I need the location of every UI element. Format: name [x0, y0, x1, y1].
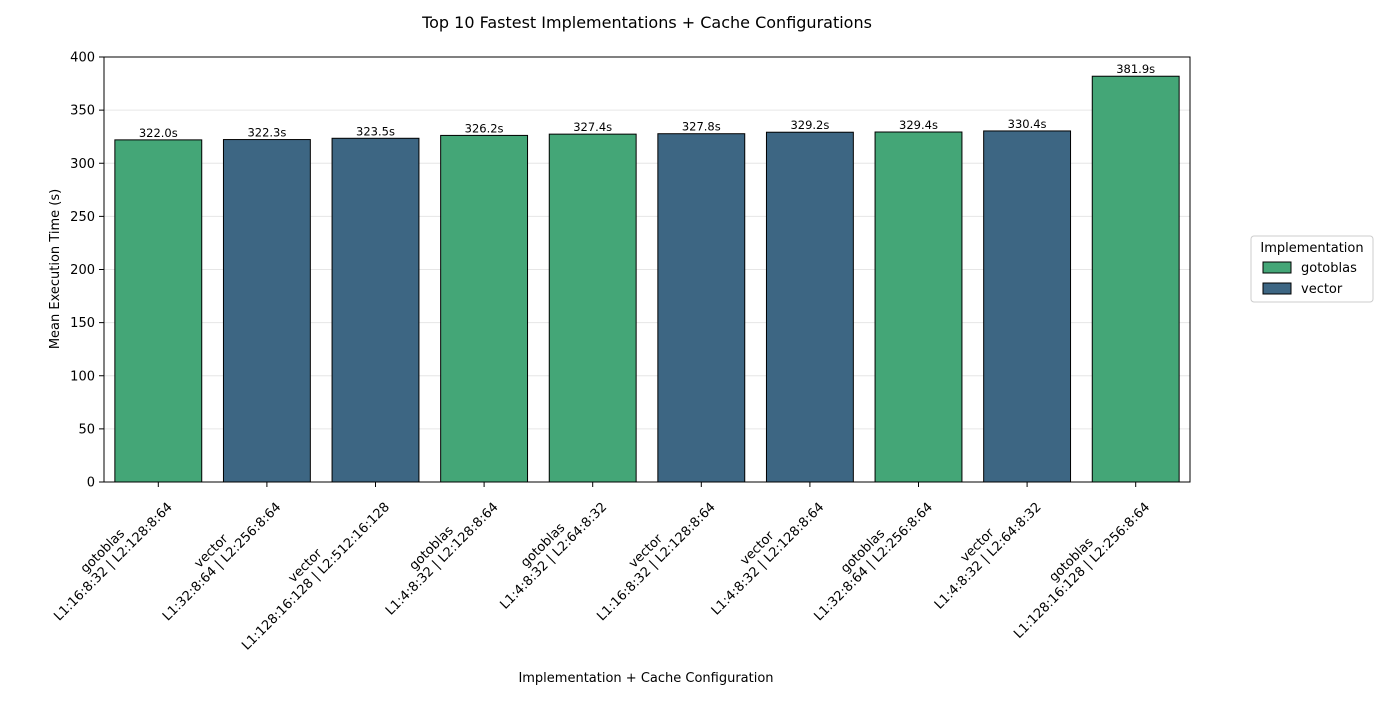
bar-value-label: 322.3s: [247, 126, 286, 140]
legend: Implementation gotoblas vector: [1250, 235, 1374, 303]
bar-value-label: 327.4s: [573, 120, 612, 134]
y-tick-label: 200: [70, 263, 95, 278]
bar: [331, 137, 420, 483]
bar: [222, 139, 311, 483]
y-axis-label: Mean Execution Time (s): [48, 189, 63, 349]
bar-value-label: 322.0s: [139, 126, 178, 140]
y-tick-label: 0: [87, 476, 95, 491]
legend-items: gotoblas vector: [1262, 261, 1357, 297]
legend-swatch: [1262, 261, 1292, 274]
bar-value-label: 323.5s: [356, 124, 395, 138]
chart-title: Top 10 Fastest Implementations + Cache C…: [421, 13, 872, 32]
x-axis-label: Implementation + Cache Configuration: [518, 671, 773, 686]
bar: [983, 130, 1072, 483]
bar: [548, 133, 637, 483]
bar: [874, 131, 963, 483]
y-tick-label: 50: [78, 422, 95, 437]
y-tick-label: 150: [70, 316, 95, 331]
bar-value-label: 329.4s: [899, 118, 938, 132]
bar: [765, 131, 854, 483]
y-axis: 0 50 100 150 200 250 300 350 400: [70, 51, 104, 491]
bar: [440, 134, 529, 483]
legend-item-label: gotoblas: [1301, 261, 1357, 276]
y-tick-label: 100: [70, 369, 95, 384]
legend-item-label: vector: [1301, 282, 1343, 297]
y-tick-label: 350: [70, 104, 95, 119]
bar-value-labels: 322.0s 322.3s 323.5s 326.2s 327.4s 327.8s 329.…: [139, 62, 1155, 140]
y-tick-label: 400: [70, 51, 95, 66]
legend-title: Implementation: [1260, 241, 1363, 256]
y-tick-label: 300: [70, 157, 95, 172]
bars: [114, 75, 1180, 483]
bar-value-label: 330.4s: [1008, 117, 1047, 131]
y-tick-label: 250: [70, 210, 95, 225]
bar-value-label: 329.2s: [790, 118, 829, 132]
bar: [1091, 75, 1180, 483]
bar-value-label: 327.8s: [682, 120, 721, 134]
bar: [114, 139, 203, 483]
bar-value-label: 381.9s: [1116, 62, 1155, 76]
bar-value-label: 326.2s: [465, 121, 504, 135]
bar: [657, 133, 746, 483]
legend-swatch: [1262, 282, 1292, 295]
